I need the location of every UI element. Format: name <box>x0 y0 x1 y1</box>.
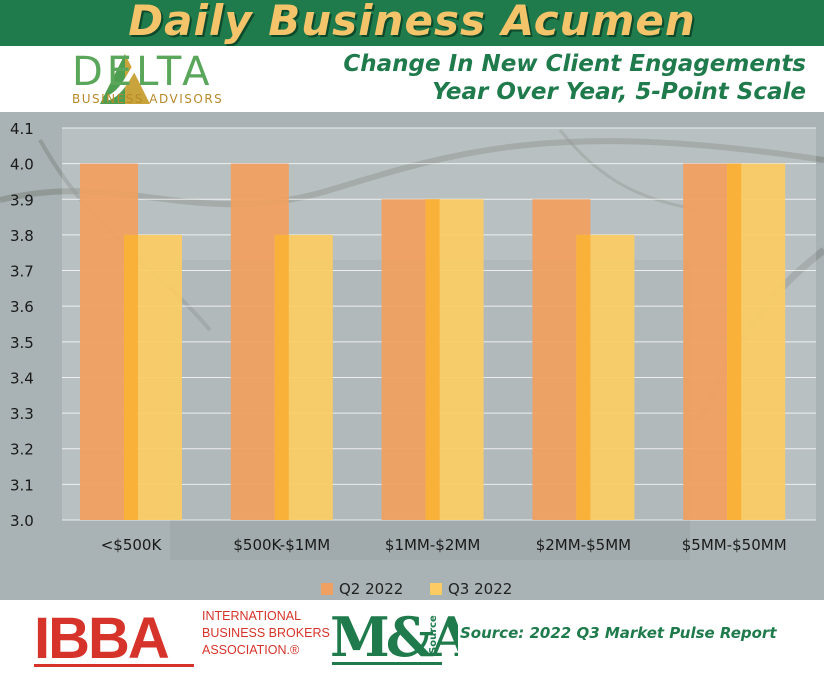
y-tick-label: 4.0 <box>10 156 34 174</box>
legend-swatch-q2 <box>321 583 333 595</box>
legend-item-q2: Q2 2022 <box>321 580 403 598</box>
ibba-line-1: INTERNATIONAL <box>202 609 302 623</box>
y-tick-label: 3.6 <box>10 298 34 316</box>
y-tick-label: 3.7 <box>10 263 34 281</box>
ibba-mark: IBBA <box>34 606 169 668</box>
chart-subtitle: Change In New Client Engagements Year Ov… <box>343 50 806 106</box>
bar-overlap <box>274 234 289 520</box>
title-banner: Daily Business Acumen <box>0 0 824 46</box>
x-tick-label: <$500K <box>101 536 163 554</box>
y-tick-label: 4.1 <box>10 120 34 138</box>
legend-item-q3: Q3 2022 <box>430 580 512 598</box>
source-note: Source: 2022 Q3 Market Pulse Report <box>460 624 777 642</box>
ibba-logo: IBBA <box>34 606 194 668</box>
bar-overlap <box>727 163 742 521</box>
x-tick-label: $2MM-$5MM <box>536 536 631 554</box>
ibba-name: INTERNATIONAL BUSINESS BROKERS ASSOCIATI… <box>202 608 330 659</box>
x-tick-label: $500K-$1MM <box>233 536 330 554</box>
chart-legend: Q2 2022 Q3 2022 <box>0 580 824 602</box>
ibba-line-2: BUSINESS BROKERS <box>202 626 330 640</box>
y-tick-label: 3.8 <box>10 227 34 245</box>
bar-chart: 3.0 3.1 3.2 3.3 3.4 3.5 3.6 3.7 3.8 3.9 4.0 4.1 <$50… <box>10 120 816 554</box>
y-tick-label: 3.1 <box>10 476 34 494</box>
ma-source-logo: M&A Source <box>330 605 458 669</box>
legend-label-q3: Q3 2022 <box>448 580 513 598</box>
legend-label-q2: Q2 2022 <box>339 580 404 598</box>
subtitle-line-2: Year Over Year, 5-Point Scale <box>432 79 806 105</box>
ma-source-label: Source <box>428 615 439 654</box>
banner-title: Daily Business Acumen <box>128 0 696 45</box>
subtitle-line-1: Change In New Client Engagements <box>343 51 806 77</box>
y-tick-label: 3.5 <box>10 334 34 352</box>
logo-tagline: BUSINESS ADVISORS <box>72 92 224 106</box>
logo-name: DELTA <box>72 49 214 95</box>
ma-mark: M&A <box>330 605 458 669</box>
y-tick-label: 3.9 <box>10 191 34 209</box>
bar-overlap <box>425 199 440 520</box>
bar-overlap <box>576 234 591 520</box>
y-tick-label: 3.0 <box>10 512 34 530</box>
y-tick-label: 3.4 <box>10 369 34 387</box>
legend-swatch-q3 <box>430 583 442 595</box>
delta-triangle-icon <box>100 54 150 104</box>
bar-overlap <box>124 234 138 520</box>
x-tick-label: $5MM-$50MM <box>682 536 787 554</box>
x-tick-label: $1MM-$2MM <box>385 536 480 554</box>
ibba-line-3: ASSOCIATION.® <box>202 643 300 657</box>
y-tick-label: 3.3 <box>10 405 34 423</box>
y-tick-label: 3.2 <box>10 441 34 459</box>
